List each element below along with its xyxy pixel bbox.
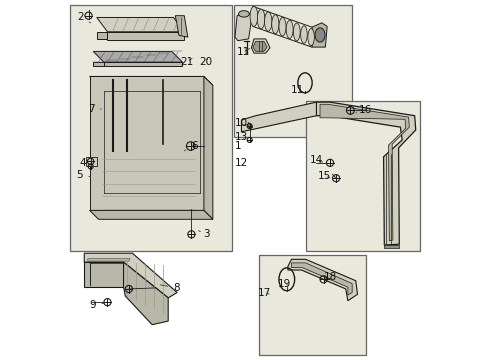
Text: 6: 6 [184,141,197,151]
Polygon shape [316,102,416,245]
Polygon shape [292,263,352,295]
Polygon shape [251,39,270,53]
Polygon shape [312,23,327,47]
Polygon shape [175,16,188,37]
Ellipse shape [250,6,258,26]
Polygon shape [107,32,184,40]
Text: 19: 19 [278,279,291,289]
Text: 16: 16 [356,105,372,115]
Text: 10: 10 [235,118,248,128]
Polygon shape [90,76,213,85]
Ellipse shape [308,28,314,46]
Polygon shape [288,259,358,301]
Polygon shape [97,32,107,39]
Ellipse shape [265,12,272,31]
Ellipse shape [315,28,325,42]
Bar [70,5,232,251]
Polygon shape [86,157,97,166]
Text: 13: 13 [235,132,248,142]
Ellipse shape [239,11,249,17]
Ellipse shape [257,9,265,29]
Text: 18: 18 [324,272,337,282]
Text: 15: 15 [318,171,331,181]
Text: 1: 1 [235,141,241,151]
Polygon shape [93,62,104,66]
Bar [306,102,420,251]
Polygon shape [320,104,409,241]
Ellipse shape [301,26,307,43]
Text: 21: 21 [180,57,194,67]
Polygon shape [84,253,177,298]
Bar [234,5,352,137]
Text: 7: 7 [88,104,101,113]
Bar [259,255,367,355]
Polygon shape [104,62,182,66]
Polygon shape [84,262,123,287]
Polygon shape [123,262,168,325]
Polygon shape [235,12,252,41]
Polygon shape [93,51,182,62]
Text: 5: 5 [76,170,91,180]
Ellipse shape [279,18,286,36]
Text: 11: 11 [291,85,304,95]
Text: 4: 4 [79,158,94,168]
Text: 12: 12 [235,158,248,168]
Text: 20: 20 [199,57,212,67]
Polygon shape [90,76,204,210]
Text: 11: 11 [237,47,250,57]
Ellipse shape [272,15,279,33]
Text: 14: 14 [310,156,323,165]
Polygon shape [384,245,399,248]
Polygon shape [242,102,317,132]
Polygon shape [88,258,130,261]
Text: 9: 9 [90,300,104,310]
Text: 3: 3 [198,229,210,239]
Text: 8: 8 [160,283,180,293]
Ellipse shape [286,20,293,39]
Text: 17: 17 [258,288,271,297]
Polygon shape [253,41,267,51]
Polygon shape [90,210,213,219]
Text: 2: 2 [77,13,91,23]
Ellipse shape [294,23,300,41]
Polygon shape [97,18,184,32]
Polygon shape [204,76,213,219]
